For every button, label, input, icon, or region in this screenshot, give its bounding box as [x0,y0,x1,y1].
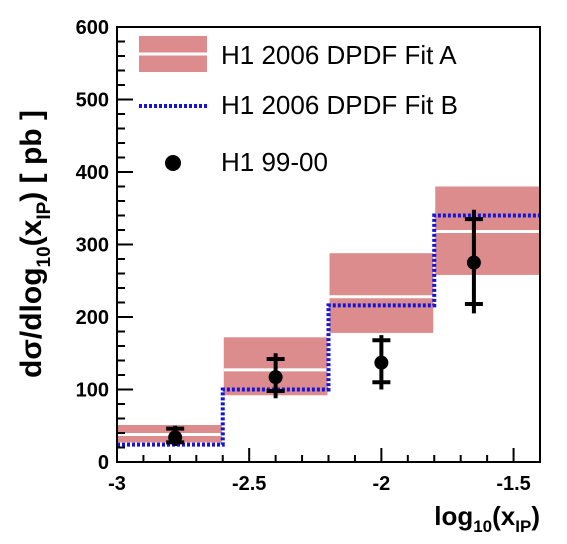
x-tick-label: -3 [108,473,126,495]
y-axis-title-sub: IP [34,201,55,219]
x-axis-title-part: log [434,501,473,531]
y-axis-title-part: (x [15,219,48,246]
data-point [168,430,183,445]
y-tick-label: 100 [76,380,109,402]
y-axis-title-part: dσ/dlog [15,267,48,378]
legend-label: H1 2006 DPDF Fit B [221,90,458,120]
y-tick-label: 500 [76,90,109,112]
x-tick-label: -1.5 [496,473,530,495]
plot-area [117,186,540,447]
x-axis-title-sub: IP [515,517,531,536]
legend-data-marker [165,155,181,171]
legend-label: H1 99-00 [221,147,328,177]
y-axis-title-sub: 10 [34,246,55,267]
data-point [374,355,389,370]
x-axis-title-part: (x [492,501,516,531]
y-axis-title-part: ) [ pb ] [15,110,48,202]
fit-b-step-line [117,213,540,447]
legend: H1 2006 DPDF Fit A H1 2006 DPDF Fit B H1 9… [139,36,458,177]
y-tick-label: 300 [76,235,109,257]
axis-ticks: 0 100 200 300 400 500 600 -3 -2.5 -2 -1.5 [76,17,531,495]
data-point [268,370,283,385]
legend-label: H1 2006 DPDF Fit A [221,40,457,70]
x-tick-label: -2.5 [232,473,266,495]
y-tick-label: 400 [76,162,109,184]
y-axis-title: dσ/dlog10(xIP) [ pb ] [15,110,55,378]
y-tick-label: 0 [98,452,109,474]
fit-a-band [329,253,434,333]
data-point [466,255,481,270]
y-tick-label: 600 [76,17,109,39]
x-tick-label: -2 [372,473,390,495]
x-axis-title: log10(xIP) [434,501,540,536]
y-tick-label: 200 [76,307,109,329]
x-axis-title-sub: 10 [473,517,492,536]
x-axis-title-part: ) [531,501,540,531]
